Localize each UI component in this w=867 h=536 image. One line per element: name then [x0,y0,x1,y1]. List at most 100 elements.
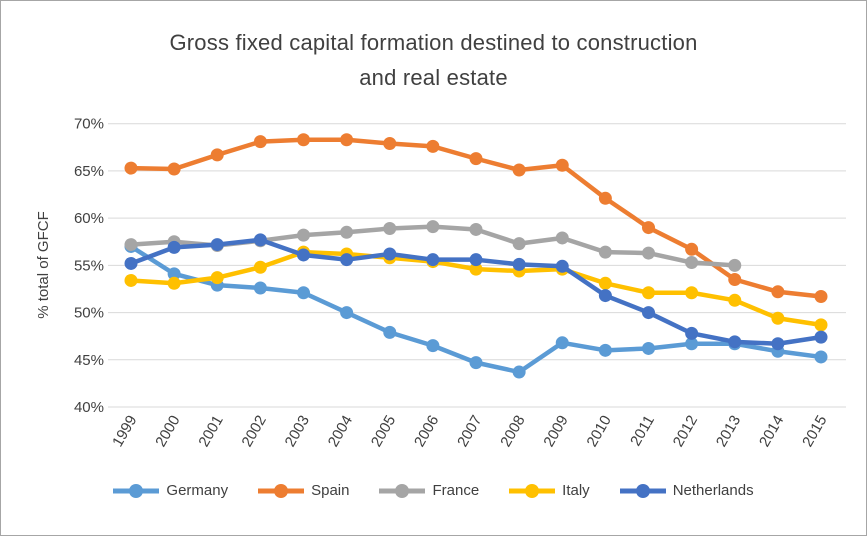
legend-label: Germany [166,482,229,499]
legend-label: France [432,482,480,499]
data-point-italy-2000 [167,276,181,290]
data-point-france-2009 [555,231,569,245]
data-point-spain-2014 [771,285,785,299]
y-tick-label: 50% [74,305,104,322]
data-point-france-1999 [124,238,138,252]
data-point-spain-2002 [253,135,267,149]
data-point-france-2010 [598,245,612,259]
data-point-netherlands-2013 [728,335,742,349]
data-point-germany-2007 [469,356,483,370]
data-point-spain-2013 [728,273,742,287]
data-point-netherlands-1999 [124,256,138,270]
data-point-spain-2004 [340,133,354,147]
data-point-italy-2012 [685,286,699,300]
data-point-italy-2010 [598,276,612,290]
data-point-germany-2002 [253,281,267,295]
legend-label: Spain [311,482,350,499]
x-tick-label: 2001 [195,413,226,450]
legend-marker-icon [619,483,666,498]
data-point-netherlands-2009 [555,259,569,273]
x-tick-label: 2014 [756,413,787,450]
y-tick-label: 45% [74,352,104,369]
data-point-netherlands-2000 [167,240,181,254]
y-tick-label: 55% [74,257,104,274]
data-point-netherlands-2014 [771,337,785,351]
y-tick-label: 70% [74,116,104,133]
y-tick-label: 60% [74,210,104,227]
y-tick-label: 40% [74,399,104,416]
data-point-netherlands-2015 [814,330,828,344]
data-point-spain-2005 [383,137,397,151]
legend-label: Netherlands [672,482,754,499]
x-tick-label: 2006 [411,413,442,450]
legend-marker-icon [113,483,160,498]
data-point-spain-2006 [426,139,440,153]
x-tick-label: 2000 [152,413,183,450]
x-tick-label: 2010 [583,413,614,450]
data-point-germany-2000 [167,267,181,281]
x-tick-label: 2002 [238,413,269,450]
data-point-italy-1999 [124,273,138,287]
y-axis-title: % total of GFCF [35,211,52,319]
data-point-netherlands-2005 [383,247,397,261]
data-point-netherlands-2001 [210,238,224,252]
data-point-netherlands-2008 [512,257,526,271]
legend-item-germany: Germany [113,482,228,499]
data-point-germany-2012 [685,337,699,351]
data-point-france-2005 [383,222,397,236]
x-tick-label: 2011 [627,413,658,449]
data-point-italy-2015 [814,318,828,332]
data-point-spain-1999 [124,161,138,175]
legend-item-spain: Spain [258,482,349,499]
data-point-germany-2015 [814,350,828,364]
x-tick-label: 2015 [799,413,830,450]
data-point-germany-2011 [642,341,655,355]
legend-label: Italy [562,482,590,499]
data-point-netherlands-2007 [469,253,483,267]
data-point-spain-2015 [814,290,828,304]
data-point-france-2003 [297,228,310,242]
legend-marker-icon [258,483,305,498]
data-point-spain-2003 [297,133,310,147]
data-point-france-2004 [340,225,354,239]
data-point-netherlands-2003 [297,248,310,262]
data-point-italy-2014 [771,311,785,325]
y-tick-label: 65% [74,163,104,180]
data-point-france-2011 [642,246,655,260]
data-point-netherlands-2004 [340,253,354,267]
data-point-spain-2011 [642,221,655,235]
data-point-spain-2001 [210,148,224,162]
data-point-netherlands-2010 [598,289,612,303]
chart-title-line-1: Gross fixed capital formation destined t… [169,30,698,55]
data-point-italy-2007 [469,262,483,276]
data-point-spain-2008 [512,163,526,177]
data-point-germany-2003 [297,286,310,300]
data-point-france-2006 [426,220,440,234]
data-point-spain-2010 [598,191,612,205]
x-tick-label: 1999 [109,413,140,450]
x-tick-label: 2009 [540,413,571,450]
x-tick-label: 2012 [670,413,701,450]
plot-area: 40% 45% 50% 55% 60% 65% 70% % total of GFCF 1999… [35,116,846,450]
data-point-italy-2001 [210,271,224,285]
legend-marker-icon [379,483,426,498]
x-tick-label: 2003 [282,413,313,450]
data-point-france-2012 [685,256,699,270]
data-point-germany-2006 [426,339,440,353]
x-tick-label: 2008 [497,413,528,450]
legend-item-italy: Italy [509,482,590,499]
data-point-spain-2007 [469,152,483,166]
legend-item-netherlands: Netherlands [619,482,754,499]
x-tick-label: 2005 [368,413,399,450]
legend: Germany Spain France Italy Netherlands [1,482,866,499]
data-point-france-2008 [512,237,526,251]
chart-title: Gross fixed capital formation destined t… [1,25,866,95]
x-tick-label: 2004 [325,413,356,450]
data-point-germany-2004 [340,306,354,320]
data-point-netherlands-2006 [426,253,440,267]
data-point-france-2007 [469,222,483,236]
x-tick-label: 2013 [713,413,744,450]
data-point-spain-2000 [167,162,181,176]
chart-title-line-2: and real estate [359,65,508,90]
